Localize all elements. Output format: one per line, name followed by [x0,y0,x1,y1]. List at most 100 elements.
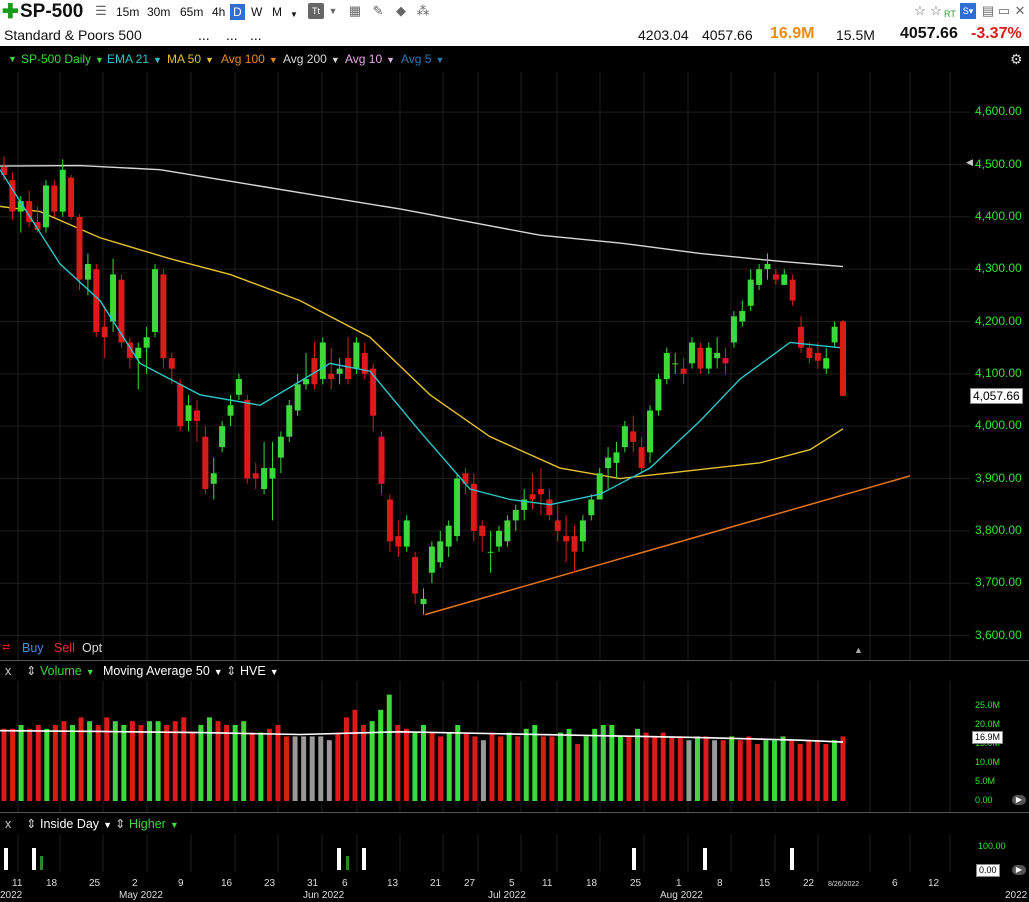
candle-body [68,177,75,217]
hve-study[interactable]: HVE ▼ [240,661,279,682]
legend-arrow-icon[interactable]: ▼ [8,54,17,64]
tf-dropdown-icon[interactable]: ▼ [290,10,298,19]
volume-bar [35,725,41,801]
symbol-title[interactable]: SP-500 [20,1,84,22]
options-button[interactable]: Opt [82,641,103,655]
tf-weekly[interactable]: W [251,5,263,19]
volume-bar [823,744,829,801]
move-icon[interactable]: ⇕ [26,664,37,678]
tf-daily[interactable]: D [230,4,245,20]
study-avg10[interactable]: Avg 10 ▼ [345,46,395,73]
inside-day-panel-header: x ⇕ Inside Day ▼ ⇕ Higher ▼ [0,814,1029,834]
candle-body [118,279,125,343]
volume-bar [87,721,93,801]
volume-axis-label: 20.0M [975,719,1001,729]
inside-day-study[interactable]: Inside Day ▼ [40,814,112,835]
candle-body [143,337,150,348]
move-icon[interactable]: ⇕ [26,817,37,831]
inside-close-button[interactable]: x [5,817,12,831]
higher-study[interactable]: Higher ▼ [129,814,179,835]
volume-study[interactable]: Volume ▼ [40,661,95,682]
month-label: 2022 [1005,890,1028,901]
volume-bar [729,736,735,801]
trade-toggle-icon[interactable]: ⇄ [2,642,11,653]
volume-bar [121,725,127,801]
dots-1: ... [198,27,210,43]
buy-button[interactable]: Buy [22,641,44,655]
list-icon[interactable]: ☰ [95,3,107,18]
date-tick: 2 [132,878,138,889]
candle-body [479,525,486,537]
scroll-right-icon[interactable]: ▶ [1012,865,1026,875]
candle-body [789,279,796,301]
security-name: Standard & Poors 500 [4,27,142,43]
chevron-down-icon: ▼ [95,55,104,65]
candle-body [219,426,226,448]
volume-bar [189,732,195,801]
candle-body [688,342,695,364]
divider [0,660,1029,661]
study-ma50[interactable]: MA 50 ▼ [167,46,214,73]
volume-ma-study[interactable]: Moving Average 50 ▼ [103,661,223,682]
candle-body [739,311,746,322]
study-avg100[interactable]: Avg 100 ▼ [221,46,278,73]
volume-bar [566,728,572,801]
study-avg200-label: Avg 200 [283,52,327,66]
candle-body [93,269,100,332]
volume-bar [386,694,392,801]
move-icon[interactable]: ⇕ [226,664,237,678]
study-sp500[interactable]: SP-500 Daily ▼ [21,46,104,73]
candle-body [537,488,544,495]
move-icon[interactable]: ⇕ [115,817,126,831]
candle-body [152,269,159,332]
divider [0,812,1029,813]
save-icon[interactable]: ▤ [981,3,995,18]
add-symbol-icon[interactable]: ✚ [2,1,19,23]
candle-body [344,358,351,380]
hve-study-label: HVE [240,664,266,678]
s-icon[interactable]: S▾ [960,3,976,19]
text-tool-icon[interactable]: Tt [308,3,324,19]
month-label: Jun 2022 [303,890,345,901]
studies-icon[interactable]: ▦ [348,3,362,18]
study-avg200[interactable]: Avg 200 ▼ [283,46,340,73]
volume-value: 16.9M [770,25,815,42]
date-tick: 9 [178,878,184,889]
tag-icon[interactable]: ◆ [396,3,406,18]
sell-button[interactable]: Sell [54,641,75,655]
volume-bar [549,736,555,801]
tf-30m[interactable]: 30m [147,5,171,19]
volume-bar [301,736,307,801]
close-window-icon[interactable]: ✕ [1014,3,1026,18]
star2-icon[interactable]: ☆ [930,3,942,18]
candle-body [135,347,142,359]
tf-15m[interactable]: 15m [116,5,140,19]
tf-4h[interactable]: 4h [212,5,226,19]
inside-day-chart[interactable] [0,834,1029,872]
volume-bar [532,725,538,801]
volume-bar [746,736,752,801]
study-avg5[interactable]: Avg 5 ▼ [401,46,444,73]
volume-chart[interactable] [0,681,1029,812]
candle-body [261,468,268,489]
date-tick: 21 [430,878,442,889]
candle-body [1,167,7,175]
price-chart[interactable] [0,72,1029,660]
study-ema21[interactable]: EMA 21 ▼ [107,46,162,73]
share-icon[interactable]: ⁂ [416,3,430,18]
settings-icon[interactable]: ⚙ [1010,51,1023,67]
volume-close-button[interactable]: x [5,664,12,678]
tf-monthly[interactable]: M [272,5,282,19]
rt-badge: RT [944,9,956,19]
volume-bar [609,725,615,801]
candle-body [554,520,561,531]
text-dropdown-icon[interactable]: ▼ [328,6,338,16]
tf-65m[interactable]: 65m [180,5,204,19]
collapse-panel-icon[interactable]: ▲ [854,645,863,655]
volume-bar [318,736,324,801]
pencil-icon[interactable]: ✎ [372,3,384,18]
scroll-right-icon[interactable]: ▶ [1012,795,1026,805]
minimize-icon[interactable]: ▭ [997,3,1011,18]
star-icon[interactable]: ☆ [914,3,926,18]
